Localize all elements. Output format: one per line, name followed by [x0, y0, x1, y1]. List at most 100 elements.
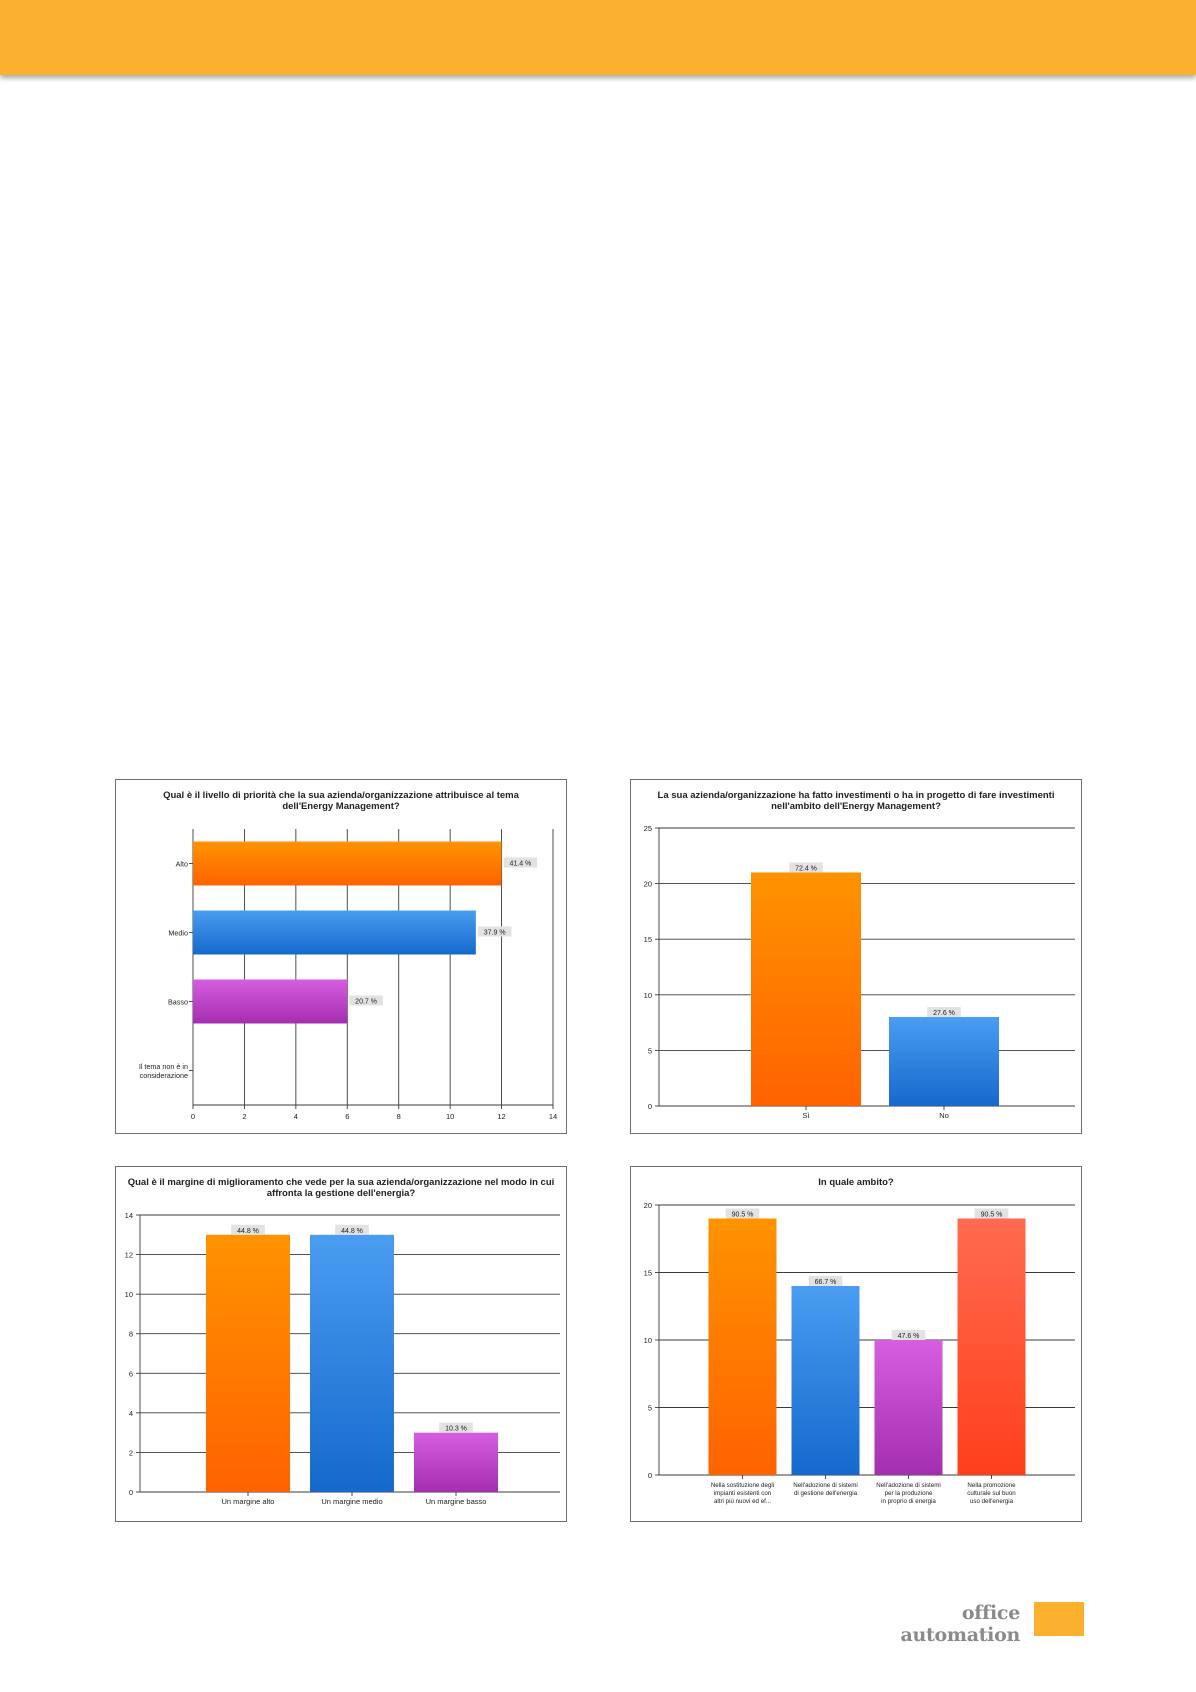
x-tick-label: altri più nuovi ed ef... — [714, 1498, 771, 1505]
chart-investments-svg: La sua azienda/organizzazione ha fatto i… — [644, 790, 1075, 1120]
x-tick-label: impianti esistenti con — [714, 1490, 772, 1497]
x-tick-label: 2 — [242, 1112, 246, 1121]
x-tick-label: Un margine alto — [222, 1497, 275, 1506]
chart-which-area: In quale ambito? 0 5 10 15 20 90.5 % Nella sost… — [630, 1166, 1082, 1522]
x-tick-label: Sì — [802, 1111, 809, 1120]
y-tick-label: 0 — [129, 1488, 133, 1497]
x-tick-label: di gestione dell'energia — [794, 1490, 858, 1497]
y-tick-label: 10 — [644, 1336, 652, 1345]
y-tick-label: Basso — [168, 998, 188, 1007]
chart-priority-svg: Qual è il livello di priorità che la sua… — [139, 790, 557, 1121]
data-label: 66.7 % — [815, 1279, 837, 1286]
x-tick-label: culturale sul buon — [967, 1490, 1016, 1497]
y-tick-label: 8 — [129, 1330, 133, 1339]
y-tick-label: 20 — [644, 880, 652, 889]
data-label-bg — [789, 862, 823, 873]
bar — [193, 910, 476, 955]
chart-area-svg: In quale ambito? 0 5 10 15 20 90.5 % Nella sost… — [644, 1177, 1075, 1505]
data-label: 10.3 % — [445, 1426, 467, 1433]
y-tick-label: 15 — [644, 1269, 652, 1278]
y-tick-label: 10 — [125, 1290, 133, 1299]
chart-title: Qual è il livello di priorità che la sua… — [163, 790, 520, 801]
chart-title: dell'Energy Management? — [282, 801, 400, 812]
data-label: 44.8 % — [341, 1228, 363, 1235]
chart-investments: La sua azienda/organizzazione ha fatto i… — [630, 779, 1082, 1134]
data-label: 72.4 % — [795, 865, 817, 872]
y-tick-label: Medio — [168, 929, 188, 938]
y-tick-label: 0 — [648, 1471, 652, 1480]
y-tick-label: 2 — [129, 1448, 133, 1457]
data-label-bg — [725, 1208, 760, 1219]
y-tick-label: 10 — [644, 991, 652, 1000]
x-tick-label: Un margine medio — [321, 1497, 382, 1506]
x-tick-label: 4 — [294, 1112, 298, 1121]
x-tick-label: Nella sostituzione degli — [711, 1482, 774, 1489]
x-tick-label: 6 — [345, 1112, 349, 1121]
bar — [206, 1234, 290, 1492]
data-label-bg — [891, 1330, 926, 1340]
x-tick-label: uso dell'energia — [970, 1498, 1014, 1505]
footer-brand: office automation — [900, 1602, 1021, 1646]
chart-title: Qual è il margine di miglioramento che v… — [128, 1177, 555, 1188]
header-band — [0, 0, 1196, 75]
data-label-bg — [231, 1224, 265, 1235]
x-tick-label: Nell'adozione di sistemi — [793, 1482, 857, 1489]
data-label-bg — [477, 926, 512, 937]
data-label: 37.9 % — [484, 930, 506, 937]
bar — [751, 872, 861, 1106]
bar — [874, 1340, 943, 1475]
bar — [791, 1286, 860, 1475]
chart-title: La sua azienda/organizzazione ha fatto i… — [658, 790, 1055, 801]
x-tick-label: per la produzione — [885, 1490, 933, 1497]
data-label: 47.6 % — [898, 1333, 920, 1340]
bar — [193, 841, 502, 886]
bar — [193, 979, 348, 1024]
data-label: 41.4 % — [509, 861, 531, 868]
y-tick-label: Il tema non è in — [139, 1062, 188, 1071]
x-tick-label: in proprio di energia — [881, 1498, 936, 1505]
y-tick-label: considerazione — [140, 1071, 188, 1080]
data-label-bg — [808, 1276, 843, 1286]
data-label: 90.5 % — [981, 1212, 1003, 1219]
data-label: 90.5 % — [732, 1212, 754, 1219]
data-label: 44.8 % — [237, 1228, 259, 1235]
bar — [889, 1017, 999, 1106]
x-tick-label: 0 — [191, 1112, 195, 1121]
x-tick-label: 8 — [397, 1112, 401, 1121]
x-tick-label: 12 — [497, 1112, 505, 1121]
y-tick-label: 6 — [129, 1369, 133, 1378]
y-tick-label: Alto — [176, 860, 188, 869]
bar — [414, 1432, 498, 1492]
data-label: 20.7 % — [355, 999, 377, 1006]
y-tick-label: 4 — [129, 1409, 133, 1418]
y-tick-label: 5 — [648, 1404, 652, 1413]
data-label-bg — [349, 995, 383, 1006]
x-tick-label: Nella promozione — [967, 1482, 1016, 1489]
y-tick-label: 5 — [648, 1046, 652, 1055]
y-tick-label: 12 — [125, 1251, 133, 1260]
chart-improvement-margin: Qual è il margine di miglioramento che v… — [115, 1166, 567, 1522]
x-tick-label: No — [939, 1111, 949, 1120]
y-tick-label: 15 — [644, 935, 652, 944]
data-label: 27.6 % — [933, 1010, 955, 1017]
chart-priority-level: Qual è il livello di priorità che la sua… — [115, 779, 567, 1134]
x-tick-label: Un margine basso — [426, 1497, 487, 1506]
data-label-bg — [503, 857, 538, 868]
chart-improvement-svg: Qual è il margine di miglioramento che v… — [125, 1177, 560, 1506]
data-label-bg — [974, 1208, 1009, 1219]
chart-title: nell'ambito dell'Energy Management? — [771, 801, 941, 812]
x-tick-label: Nell'adozione di sistemi — [876, 1482, 940, 1489]
y-tick-label: 0 — [648, 1102, 652, 1111]
x-tick-label: 10 — [446, 1112, 454, 1121]
data-label-bg — [335, 1224, 369, 1235]
chart-title: affronta la gestione dell'energia? — [267, 1188, 416, 1199]
y-tick-label: 25 — [644, 824, 652, 833]
y-tick-label: 20 — [644, 1201, 652, 1210]
data-label-bg — [439, 1422, 473, 1433]
y-tick-label: 14 — [125, 1211, 133, 1220]
data-label-bg — [927, 1007, 961, 1018]
chart-title: In quale ambito? — [818, 1177, 894, 1188]
x-tick-label: 14 — [549, 1112, 557, 1121]
bar — [708, 1218, 777, 1475]
bar — [310, 1234, 394, 1492]
